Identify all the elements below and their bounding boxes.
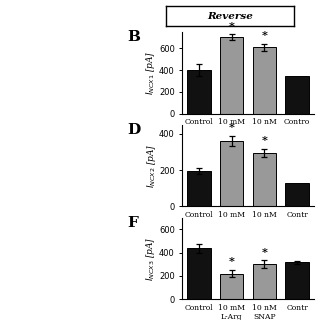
Y-axis label: $I_{NCX2}$ [pA]: $I_{NCX2}$ [pA] <box>145 143 158 188</box>
Bar <box>285 183 309 206</box>
Text: *: * <box>261 135 267 146</box>
Y-axis label: $I_{NCX3}$ [pA]: $I_{NCX3}$ [pA] <box>145 236 157 281</box>
Bar <box>220 274 244 299</box>
Bar <box>187 70 211 114</box>
Bar <box>252 47 276 114</box>
Bar <box>285 262 309 299</box>
Bar <box>285 76 309 114</box>
Bar <box>220 141 244 206</box>
Text: *: * <box>229 122 235 133</box>
Bar <box>187 249 211 299</box>
Text: *: * <box>261 247 267 258</box>
Y-axis label: $I_{NCX1}$ [pA]: $I_{NCX1}$ [pA] <box>145 51 157 95</box>
Bar <box>187 171 211 206</box>
Text: *: * <box>229 256 235 267</box>
Text: Reverse: Reverse <box>207 12 253 21</box>
Text: *: * <box>261 30 267 41</box>
Text: F: F <box>127 216 138 230</box>
Text: B: B <box>127 30 140 44</box>
Text: D: D <box>127 123 140 137</box>
Bar <box>252 153 276 206</box>
Bar <box>252 264 276 299</box>
Bar <box>220 37 244 114</box>
Text: *: * <box>229 20 235 32</box>
